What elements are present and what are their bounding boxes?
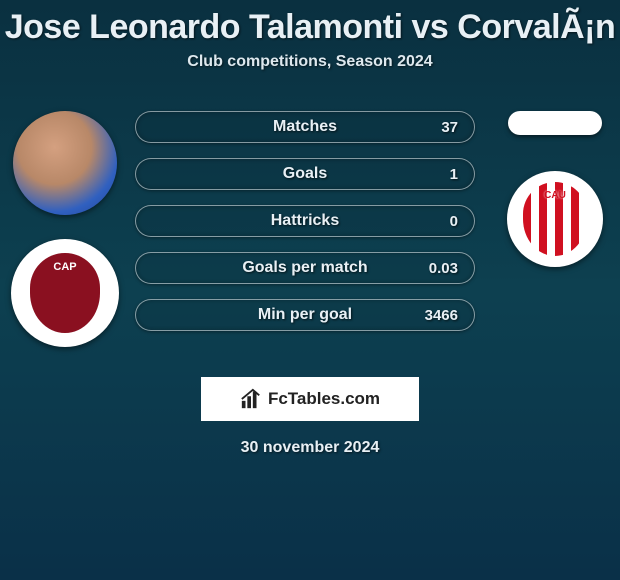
left-column — [0, 101, 130, 347]
stat-value-right: 0.03 — [429, 260, 458, 277]
page-title: Jose Leonardo Talamonti vs CorvalÃ¡n — [5, 8, 616, 47]
stat-label: Min per goal — [258, 306, 352, 324]
player2-avatar-placeholder — [508, 111, 602, 135]
stat-value-right: 1 — [450, 166, 458, 183]
branding-logo[interactable]: FcTables.com — [201, 377, 419, 421]
stat-row-goals-per-match: Goals per match 0.03 — [135, 252, 475, 284]
stat-row-goals: Goals 1 — [135, 158, 475, 190]
stat-label: Goals per match — [242, 259, 367, 277]
stat-label: Goals — [283, 165, 327, 183]
stat-row-min-per-goal: Min per goal 3466 — [135, 299, 475, 331]
page-subtitle: Club competitions, Season 2024 — [187, 53, 432, 71]
stats-column: Matches 37 Goals 1 Hattricks 0 Goals per… — [135, 101, 485, 331]
player1-club-crest — [11, 239, 119, 347]
branding-text: FcTables.com — [268, 389, 380, 409]
player1-avatar — [13, 111, 117, 215]
stat-label: Matches — [273, 118, 337, 136]
chart-icon — [240, 388, 262, 410]
stat-row-hattricks: Hattricks 0 — [135, 205, 475, 237]
main-area: Matches 37 Goals 1 Hattricks 0 Goals per… — [0, 101, 620, 347]
footer-date: 30 november 2024 — [241, 439, 380, 457]
page-root: Jose Leonardo Talamonti vs CorvalÃ¡n Clu… — [0, 0, 620, 580]
stat-value-right: 0 — [450, 213, 458, 230]
crest-stripes-icon — [523, 182, 587, 256]
stat-value-right: 37 — [441, 119, 458, 136]
crest-shield-icon — [30, 253, 100, 333]
stat-label: Hattricks — [271, 212, 339, 230]
stat-row-matches: Matches 37 — [135, 111, 475, 143]
player2-club-crest — [507, 171, 603, 267]
stat-value-right: 3466 — [425, 307, 458, 324]
right-column — [490, 101, 620, 267]
